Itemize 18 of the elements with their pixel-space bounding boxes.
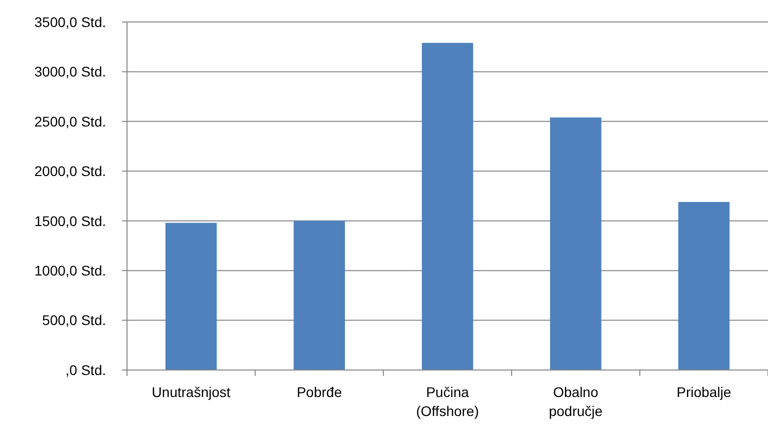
x-tick-label: Pobrđe	[296, 384, 342, 400]
x-tick-label: Pučina (Offshore)	[416, 384, 479, 419]
y-tick-label: 3500,0 Std.	[34, 14, 106, 30]
x-tick-label: Priobalje	[676, 384, 732, 400]
y-tick-label: 3000,0 Std.	[34, 64, 106, 80]
y-tick-label: ,0 Std.	[66, 362, 106, 378]
x-tick-label: Unutrašnjost	[152, 384, 231, 400]
bar	[294, 220, 345, 370]
x-tick-label: Obalno područje	[548, 384, 603, 419]
bar	[165, 222, 217, 370]
y-tick-label: 500,0 Std.	[42, 312, 106, 328]
y-tick-label: 1000,0 Std.	[34, 262, 106, 278]
y-tick-label: 2000,0 Std.	[34, 163, 106, 180]
bar	[678, 202, 730, 370]
y-tick-label: 1500,0 Std.	[34, 212, 106, 229]
bar	[550, 117, 602, 370]
y-tick-label: 2500,0 Std.	[34, 113, 106, 130]
bar	[422, 42, 474, 370]
